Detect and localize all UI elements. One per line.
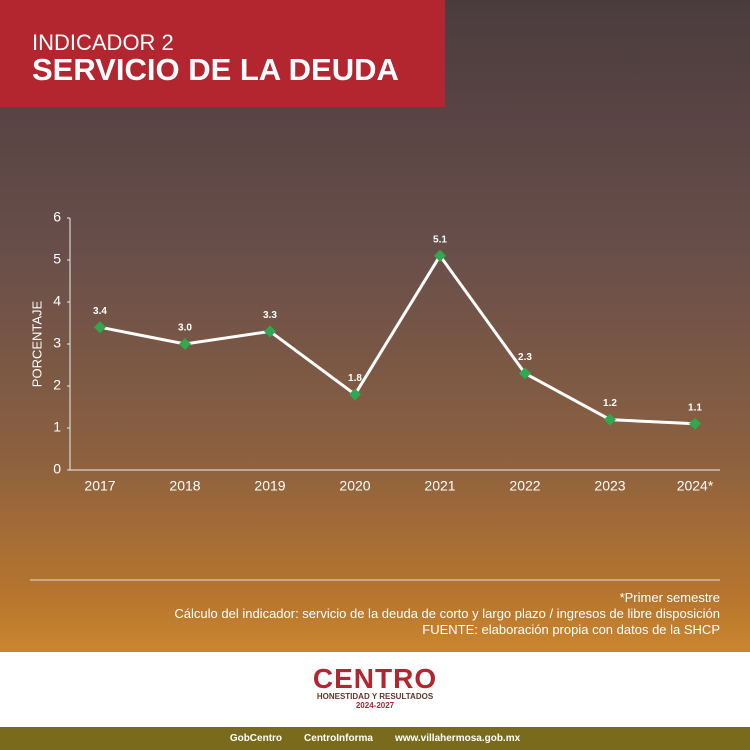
marker (604, 413, 616, 426)
x-tick-label: 2017 (84, 478, 115, 494)
marker (519, 367, 531, 380)
data-label: 1.2 (603, 398, 617, 409)
y-tick-label: 1 (53, 419, 61, 435)
data-label: 5.1 (433, 234, 447, 245)
y-tick-label: 5 (53, 251, 61, 267)
y-axis-label: PORCENTAJE (29, 300, 44, 387)
y-tick-label: 6 (53, 209, 61, 225)
y-tick-label: 4 (53, 293, 61, 309)
data-label: 1.8 (348, 373, 362, 384)
note: Cálculo del indicador: servicio de la de… (174, 606, 720, 621)
note: *Primer semestre (619, 590, 720, 605)
x-tick-label: 2020 (339, 478, 370, 494)
bottom-bar: GobCentro CentroInforma www.villahermosa… (0, 727, 750, 750)
line (99, 253, 696, 426)
marker (264, 325, 276, 338)
y-tick-label: 2 (53, 377, 61, 393)
x-tick-label: 2021 (424, 478, 455, 494)
marker (349, 388, 361, 401)
motto: HONESTIDAD Y RESULTADOS (316, 692, 434, 701)
title: SERVICIO DE LA DEUDA (32, 52, 399, 87)
data-label: 3.3 (263, 310, 277, 321)
x-tick-label: 2019 (254, 478, 285, 494)
note: FUENTE: elaboración propia con datos de … (422, 622, 720, 637)
logo: CENTRO (312, 663, 438, 694)
data-label: 2.3 (518, 352, 532, 363)
period: 2024-2027 (355, 701, 395, 710)
logo-band: CENTRO HONESTIDAD Y RESULTADOS 2024-2027 (0, 652, 750, 727)
social: CentroInforma (304, 733, 373, 744)
x-tick-label: 2022 (509, 478, 540, 494)
marker (179, 338, 191, 350)
marker (94, 321, 106, 334)
marker (689, 417, 701, 430)
data-label: 3.0 (178, 323, 192, 334)
notes: *Primer semestre Cálculo del indicador: … (174, 590, 720, 638)
x-tick-label: 2018 (169, 478, 200, 494)
x-tick-label: 2024* (677, 478, 714, 494)
kicker: INDICADOR 2 (32, 30, 174, 55)
social: GobCentro (229, 733, 283, 744)
banner: INDICADOR 2 SERVICIO DE LA DEUDA (0, 0, 445, 107)
website: www.villahermosa.gob.mx (394, 733, 521, 744)
y-tick-label: 0 (53, 461, 61, 477)
data-label: 1.1 (688, 402, 702, 413)
data-label: 3.4 (93, 306, 107, 317)
marker (434, 249, 446, 262)
x-tick-label: 2023 (594, 478, 625, 494)
y-tick-label: 3 (53, 335, 61, 351)
